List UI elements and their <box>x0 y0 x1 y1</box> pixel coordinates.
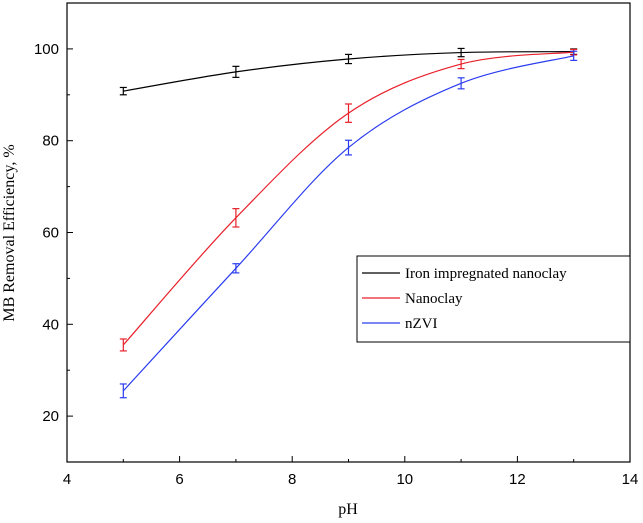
error-bar-nanoclay <box>232 208 240 228</box>
y-tick-label: 100 <box>34 41 59 58</box>
x-tick-label: 10 <box>396 471 413 488</box>
legend-label-nzvi: nZVI <box>405 316 438 332</box>
x-tick-label: 8 <box>288 471 296 488</box>
legend-label-iron-impregnated-nanoclay: Iron impregnated nanoclay <box>405 266 567 282</box>
x-axis-title: pH <box>338 501 358 518</box>
legend-item-iron-impregnated-nanoclay: Iron impregnated nanoclay <box>362 266 567 282</box>
error-bar-iron-impregnated-nanoclay <box>345 53 352 65</box>
error-bar-iron-impregnated-nanoclay <box>457 47 465 58</box>
x-tick-label: 4 <box>63 471 71 488</box>
y-axis-title: MB Removal Efficiency, % <box>1 144 18 321</box>
plot-area <box>66 2 631 463</box>
y-tick-label: 40 <box>42 316 59 333</box>
x-tick-label: 12 <box>509 471 526 488</box>
error-bar-iron-impregnated-nanoclay <box>232 65 240 78</box>
y-tick-label: 80 <box>42 133 59 150</box>
legend: Iron impregnated nanoclay Nanoclay nZVI <box>356 255 631 343</box>
x-tick-label: 6 <box>175 471 183 488</box>
y-tick-label: 60 <box>42 225 59 242</box>
legend-box <box>356 255 631 343</box>
x-tick-label: 14 <box>622 471 639 488</box>
series-iron-impregnated-nanoclay <box>119 47 578 96</box>
series-line-nzvi <box>122 55 574 392</box>
error-bar-nzvi <box>457 77 465 90</box>
error-bar-iron-impregnated-nanoclay <box>119 86 127 96</box>
error-bar-nzvi <box>345 139 352 156</box>
error-bar-nzvi <box>232 263 240 274</box>
plot-border <box>66 2 631 463</box>
x-axis: 4 6 8 10 12 14 <box>63 456 639 488</box>
legend-item-nanoclay: Nanoclay <box>362 291 463 307</box>
error-bar-nanoclay <box>119 338 127 352</box>
error-bar-nanoclay <box>457 58 465 70</box>
legend-item-nzvi: nZVI <box>362 316 438 332</box>
error-bar-nanoclay <box>345 103 352 123</box>
legend-label-nanoclay: Nanoclay <box>405 291 463 307</box>
y-tick-label: 20 <box>42 408 59 425</box>
series-nzvi <box>119 50 578 399</box>
y-axis: 20 40 60 80 100 <box>34 2 73 463</box>
series-layer <box>119 47 578 399</box>
error-bar-nzvi <box>570 50 578 61</box>
error-bar-nzvi <box>119 383 127 399</box>
series-line-nanoclay <box>122 51 574 346</box>
